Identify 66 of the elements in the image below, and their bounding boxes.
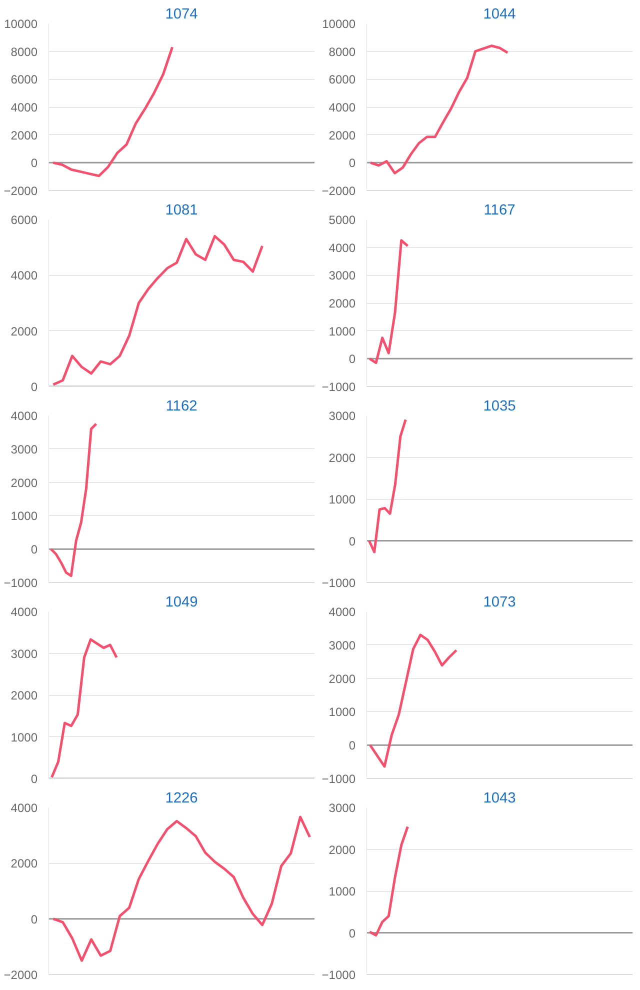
y-tick-label: 0 bbox=[348, 926, 356, 940]
y-tick-label: 2000 bbox=[10, 476, 38, 490]
chart-title: 1035 bbox=[483, 398, 516, 414]
y-tick-label: 0 bbox=[348, 534, 356, 548]
y-tick-label: 4000 bbox=[10, 268, 38, 283]
y-tick-label: −1000 bbox=[322, 968, 356, 982]
y-tick-label: 1000 bbox=[328, 324, 356, 338]
y-tick-label: −2000 bbox=[4, 184, 38, 198]
y-tick-label: 2000 bbox=[10, 856, 38, 871]
y-tick-label: 0 bbox=[30, 380, 38, 394]
y-tick-label: 0 bbox=[348, 156, 356, 170]
y-tick-label: 2000 bbox=[328, 128, 356, 142]
y-tick-label: 3000 bbox=[328, 801, 356, 815]
y-tick-label: 2000 bbox=[10, 324, 38, 338]
y-tick-label: 8000 bbox=[328, 44, 356, 59]
y-tick-label: 3000 bbox=[328, 638, 356, 652]
y-tick-label: 1000 bbox=[328, 705, 356, 720]
y-tick-label: −1000 bbox=[322, 576, 356, 590]
chart-title: 1081 bbox=[165, 202, 198, 218]
chart-title: 1044 bbox=[483, 6, 516, 22]
y-tick-label: 3000 bbox=[10, 646, 38, 661]
chart-title: 1073 bbox=[483, 594, 516, 610]
y-tick-label: 2000 bbox=[10, 128, 38, 142]
chart-title: 1167 bbox=[484, 202, 516, 218]
chart-title: 1226 bbox=[165, 790, 198, 806]
y-tick-label: 2000 bbox=[10, 688, 38, 702]
chart-title: 1049 bbox=[165, 594, 198, 610]
y-tick-label: 6000 bbox=[10, 72, 38, 87]
y-tick-label: 8000 bbox=[10, 44, 38, 59]
y-tick-label: 4000 bbox=[10, 100, 38, 114]
y-tick-label: 10000 bbox=[4, 17, 38, 31]
y-tick-label: 4000 bbox=[10, 605, 38, 619]
y-tick-label: 0 bbox=[348, 352, 356, 366]
chart-title: 1074 bbox=[165, 6, 198, 22]
y-tick-label: 10000 bbox=[322, 17, 356, 31]
y-tick-label: 3000 bbox=[10, 442, 38, 456]
y-tick-label: −1000 bbox=[4, 576, 38, 590]
y-tick-label: 0 bbox=[348, 738, 356, 753]
y-tick-label: 2000 bbox=[328, 450, 356, 465]
y-tick-label: 1000 bbox=[10, 509, 38, 524]
y-tick-label: −1000 bbox=[322, 380, 356, 394]
y-tick-label: 1000 bbox=[328, 492, 356, 506]
y-tick-label: 1000 bbox=[10, 730, 38, 744]
y-tick-label: 0 bbox=[30, 542, 38, 557]
chart-title: 1162 bbox=[166, 398, 198, 414]
y-tick-label: 3000 bbox=[328, 268, 356, 283]
y-tick-label: 4000 bbox=[10, 409, 38, 423]
y-tick-label: 2000 bbox=[328, 842, 356, 857]
y-tick-label: 6000 bbox=[328, 72, 356, 87]
y-tick-label: 4000 bbox=[328, 100, 356, 114]
y-tick-label: 4000 bbox=[328, 240, 356, 255]
y-tick-label: 5000 bbox=[328, 213, 356, 227]
y-tick-label: 4000 bbox=[10, 801, 38, 815]
y-tick-label: 3000 bbox=[328, 409, 356, 423]
chart-title: 1043 bbox=[483, 790, 516, 806]
y-tick-label: −2000 bbox=[4, 968, 38, 982]
y-tick-label: −1000 bbox=[322, 772, 356, 786]
y-tick-label: 0 bbox=[30, 156, 38, 170]
y-tick-label: −2000 bbox=[322, 184, 356, 198]
y-tick-label: 2000 bbox=[328, 672, 356, 686]
y-tick-label: 4000 bbox=[328, 605, 356, 619]
y-tick-label: 6000 bbox=[10, 213, 38, 227]
y-tick-label: 2000 bbox=[328, 296, 356, 310]
y-tick-label: 1000 bbox=[328, 884, 356, 898]
y-tick-label: 0 bbox=[30, 912, 38, 926]
y-tick-label: 0 bbox=[30, 772, 38, 786]
